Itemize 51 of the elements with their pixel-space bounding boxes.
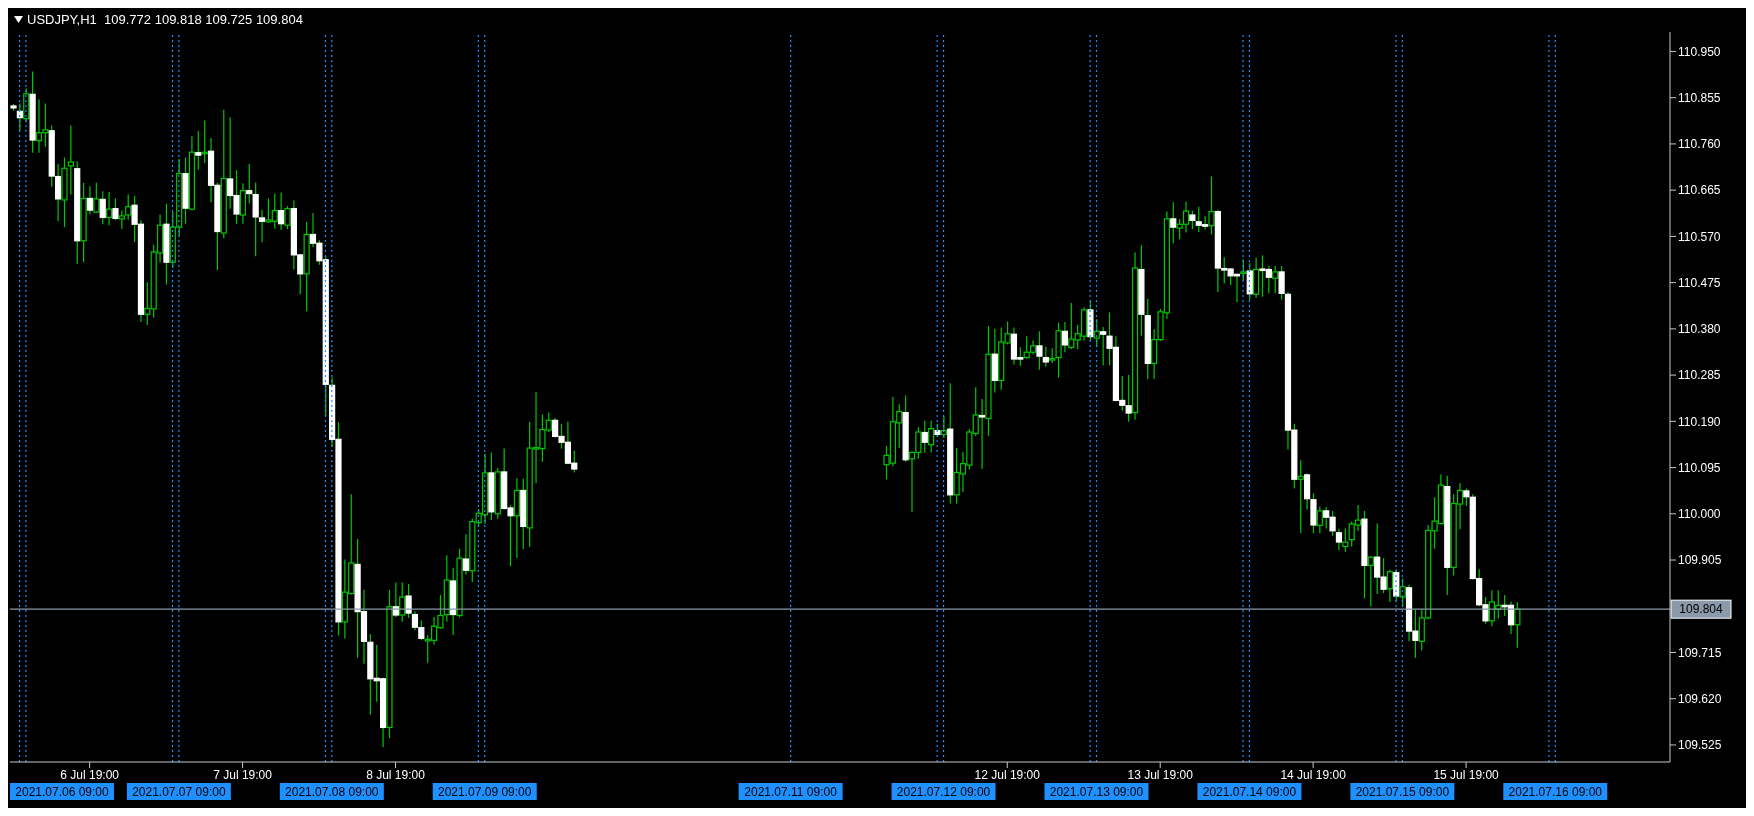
candlestick (1367, 555, 1374, 607)
y-tick-label: 110.095 (1678, 460, 1721, 475)
y-tick-label: 109.905 (1678, 553, 1722, 568)
x-tick-label: 7 Jul 19:00 (213, 767, 273, 782)
x-tick-label: 8 Jul 19:00 (366, 767, 426, 782)
y-tick-label: 110.380 (1678, 322, 1721, 337)
candlestick (940, 415, 947, 439)
y-tick-label: 109.715 (1678, 645, 1722, 660)
chart-title: USDJPY,H1 109.772 109.818 109.725 109.804 (27, 12, 303, 27)
candlestick (399, 581, 406, 623)
ref-line-label: 2021.07.16 09:00 (1508, 785, 1603, 799)
x-tick-label: 6 Jul 19:00 (60, 767, 120, 782)
y-tick-label: 110.760 (1678, 137, 1721, 152)
candlestick (1399, 577, 1406, 607)
candlestick (284, 205, 291, 230)
candlestick (1386, 569, 1394, 603)
y-tick-label: 110.570 (1678, 229, 1721, 244)
y-tick-label: 109.525 (1678, 738, 1722, 753)
ref-line-label: 2021.07.13 09:00 (1049, 785, 1144, 799)
x-tick-label: 15 Jul 19:00 (1433, 767, 1500, 782)
y-tick-label: 110.285 (1678, 368, 1721, 383)
y-tick-label: 110.190 (1678, 414, 1721, 429)
x-tick-label: 13 Jul 19:00 (1127, 767, 1194, 782)
candlestick (1208, 175, 1215, 236)
ref-line-label: 2021.07.12 09:00 (896, 785, 991, 799)
ref-line-label: 2021.07.14 09:00 (1202, 785, 1297, 799)
x-tick-label: 14 Jul 19:00 (1280, 767, 1347, 782)
candlestick (1514, 601, 1521, 649)
y-tick-label: 109.620 (1678, 691, 1722, 706)
y-tick-label: 110.665 (1678, 183, 1721, 198)
ref-line-label: 2021.07.15 09:00 (1355, 785, 1450, 799)
ref-line-label: 2021.07.06 09:00 (15, 785, 110, 799)
candlestick (1272, 265, 1279, 294)
ref-line-label: 2021.07.08 09:00 (285, 785, 379, 799)
candlestick (1342, 527, 1349, 553)
x-tick-label: 12 Jul 19:00 (974, 767, 1041, 782)
y-tick-label: 110.475 (1678, 275, 1721, 290)
ref-line-label: 2021.07.11 09:00 (744, 785, 838, 799)
candlestick (105, 191, 113, 226)
candlestick (1316, 505, 1323, 534)
candlestick (67, 124, 74, 196)
y-tick-label: 110.855 (1678, 90, 1721, 105)
ref-line-label: 2021.07.07 09:00 (132, 785, 226, 799)
candlestick (93, 182, 100, 214)
ref-line-label: 2021.07.09 09:00 (438, 785, 532, 799)
candlestick (1297, 459, 1304, 534)
y-tick-label: 110.000 (1678, 507, 1721, 522)
ref-line-label: 109.804 (1679, 602, 1724, 617)
candlestick (1093, 318, 1100, 348)
candlestick (928, 420, 935, 454)
y-tick-label: 110.950 (1678, 44, 1721, 59)
